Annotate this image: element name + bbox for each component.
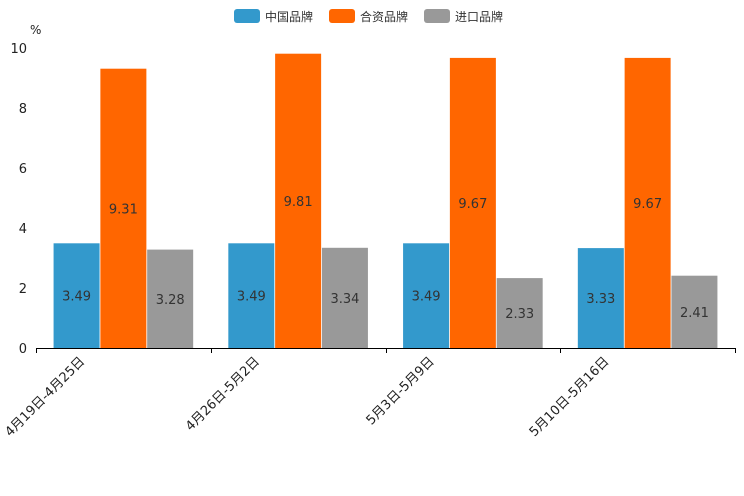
y-tick-label: 10 [10, 42, 27, 57]
bar [577, 248, 624, 348]
data-label: 9.67 [633, 197, 662, 212]
bar [403, 243, 450, 348]
legend: 中国品牌 合资品牌 进口品牌 [234, 9, 503, 24]
bar [53, 243, 100, 348]
bar [275, 53, 322, 348]
data-label: 3.33 [586, 292, 615, 307]
y-axis: 0 2 4 6 8 10 [10, 42, 27, 357]
data-label: 9.67 [458, 197, 487, 212]
bar [671, 275, 718, 348]
data-label: 3.28 [156, 293, 185, 308]
y-tick-label: 6 [19, 162, 27, 177]
legend-item[interactable]: 进口品牌 [424, 9, 503, 24]
data-label: 2.33 [505, 307, 534, 322]
bar [496, 278, 543, 348]
bar [449, 57, 496, 349]
data-label: 3.34 [330, 292, 359, 307]
legend-label: 进口品牌 [455, 10, 503, 24]
data-label: 9.81 [284, 195, 313, 210]
legend-label: 中国品牌 [265, 9, 313, 24]
x-axis: 4月19日-4月25日 4月26日-5月2日 5月3日-5月9日 5月10日-5月16… [2, 348, 736, 440]
y-tick-label: 0 [19, 342, 27, 357]
legend-swatch [329, 9, 355, 23]
legend-item[interactable]: 中国品牌 [234, 9, 313, 24]
x-category-label: 5月3日-5月9日 [364, 354, 438, 428]
legend-item[interactable]: 合资品牌 [329, 9, 408, 24]
legend-label: 合资品牌 [360, 9, 408, 24]
bar [100, 68, 147, 348]
data-label: 3.49 [412, 290, 441, 305]
bar [321, 247, 368, 348]
data-label: 2.41 [680, 306, 709, 321]
legend-swatch [424, 9, 450, 23]
bar [624, 57, 671, 349]
bars: 3.49 3.49 3.49 3.33 9.31 9.81 9.67 9.67 3.28 3.34… [53, 53, 718, 349]
legend-swatch [234, 9, 260, 23]
data-label: 3.49 [62, 290, 91, 305]
data-label: 3.49 [237, 290, 266, 305]
bar [147, 249, 194, 348]
y-tick-label: 2 [19, 282, 27, 297]
y-tick-label: 4 [19, 222, 27, 237]
x-category-label: 4月19日-4月25日 [2, 354, 88, 440]
x-category-label: 5月10日-5月16日 [527, 354, 613, 440]
y-tick-label: 8 [19, 102, 27, 117]
data-label: 9.31 [109, 202, 138, 217]
bar [228, 243, 275, 348]
y-axis-unit: % [30, 23, 41, 37]
x-category-label: 4月26日-5月2日 [183, 354, 263, 434]
